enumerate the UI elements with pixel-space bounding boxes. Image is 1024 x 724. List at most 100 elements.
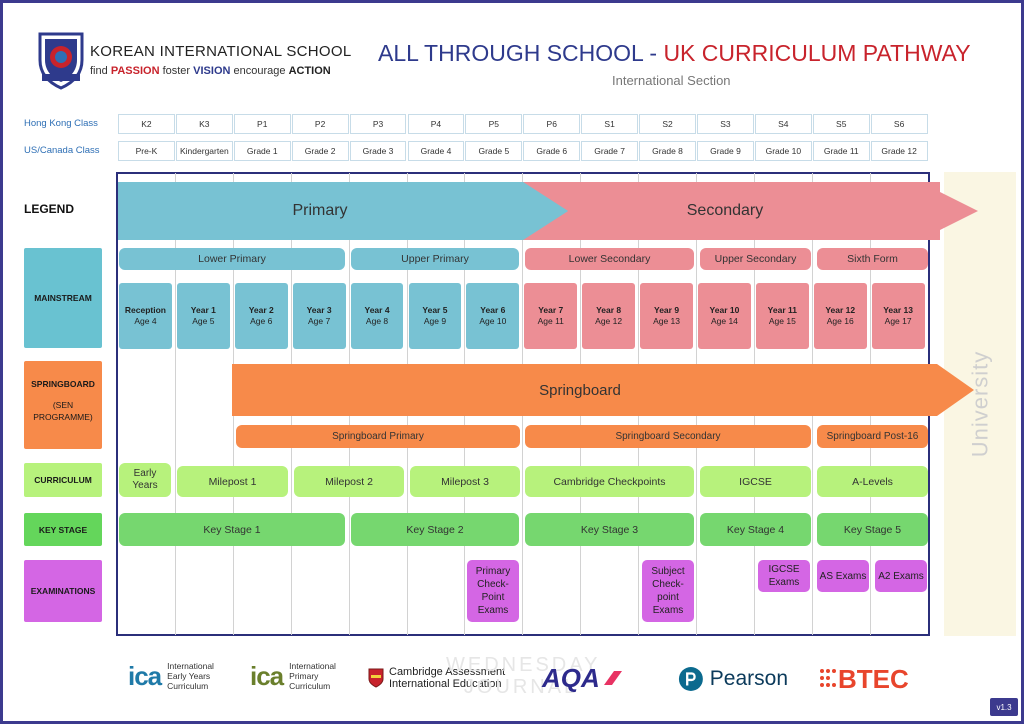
key-stage-3: Key Stage 3 [525,513,694,546]
hk-class-cell-3: P1 [233,114,291,134]
springboard-post-16: Springboard Post-16 [817,425,928,448]
year-box: Year 8 Age 12 [582,283,636,349]
us-class-cell-8: Grade 6 [523,141,581,161]
year-name: Year 7 [538,305,564,315]
springboard-band-label: Springboard [539,381,621,399]
year-age: Age 11 [537,316,564,326]
curriculum-milepost-3: Milepost 3 [410,466,520,497]
btec-text: BTEC [838,663,909,694]
us-class-cell-7: Grade 5 [465,141,523,161]
year-box: Year 5 Age 9 [408,283,462,349]
us-class-cell-5: Grade 3 [349,141,407,161]
us-class-cell-2: Kindergarten [175,141,233,161]
year-age: Age 12 [595,316,623,326]
curriculum-cambridge-checkpoints: Cambridge Checkpoints [525,466,694,497]
year-name: Year 5 [422,305,448,315]
cambridge-line2: International Education [389,678,502,690]
year-name: Year 6 [480,305,506,315]
springboard-secondary: Springboard Secondary [525,425,811,448]
key-stage-1: Key Stage 1 [119,513,345,546]
exam-as: AS Exams [817,560,869,592]
year-box: Year 3 Age 7 [292,283,346,349]
curriculum-igcse: IGCSE [700,466,811,497]
year-box: Year 4 Age 8 [350,283,404,349]
ica-primary-mark: ica [250,660,284,691]
cambridge-line1: Cambridge Assessment [389,666,506,678]
year-age: Age 9 [423,316,447,326]
curriculum-milepost-2: Milepost 2 [294,466,404,497]
legend-curriculum: CURRICULUM [24,463,102,497]
year-box: Year 13 Age 17 [871,283,925,349]
hk-class-cell-14: S6 [870,114,928,134]
hk-class-cell-5: P3 [349,114,407,134]
ica-primary-logo: ica International Primary Curriculum [250,654,350,698]
legend-springboard-label: SPRINGBOARD [31,379,95,389]
primary-band-label: Primary [292,202,348,219]
year-box: Year 2 Age 6 [234,283,288,349]
legend-title: LEGEND [24,202,75,216]
legend-key-stage: KEY STAGE [24,513,102,546]
year-age: Age 5 [192,316,215,326]
year-age: Age 13 [653,316,681,326]
year-age: Age 14 [710,316,738,326]
btec-dots-icon [820,669,836,687]
hk-class-cell-6: P4 [407,114,465,134]
year-name: Year 12 [825,305,856,315]
year-box: Year 9 Age 13 [640,283,693,349]
cambridge-shield-icon [368,668,384,688]
aqa-logo: AQA [542,660,632,696]
year-name: Reception [124,305,166,315]
year-name: Year 1 [190,305,216,315]
year-name: Year 13 [883,305,914,315]
watermark: WEDNESDAY JOURNAL [446,654,601,698]
school-crest-logo [38,32,84,90]
phase-lower-secondary: Lower Secondary [525,248,694,270]
year-age: Age 15 [768,316,796,326]
phase-lower-primary: Lower Primary [119,248,345,270]
legend-springboard-sub: (SEN PROGRAMME) [33,400,93,422]
us-class-cell-1: Pre-K [118,141,175,161]
year-box: Year 7 Age 11 [524,283,578,349]
ica-early-years-mark: ica [128,660,162,691]
pearson-text: Pearson [709,667,788,690]
springboard-band [232,364,974,416]
year-box: Reception Age 4 [119,283,172,349]
year-box: Year 12 Age 16 [813,283,867,349]
ica-early-years-logo: ica International Early Years Curriculum [128,654,228,698]
year-box: Year 10 Age 14 [698,283,751,349]
springboard-primary: Springboard Primary [236,425,520,448]
exam-a2: A2 Exams [875,560,927,592]
year-age: Age 8 [365,316,389,326]
university-column: University [944,172,1016,636]
watermark-line1: WEDNESDAY [446,654,601,676]
hk-class-cell-4: P2 [291,114,349,134]
aqa-flag-icon [603,671,622,685]
year-age: Age 10 [479,316,507,326]
us-class-cell-9: Grade 7 [581,141,639,161]
year-name: Year 8 [596,305,622,315]
year-age: Age 4 [134,316,157,326]
key-stage-4: Key Stage 4 [700,513,811,546]
year-name: Year 3 [306,305,332,315]
curriculum-early-years: Early Years [119,463,171,497]
legend-examinations: EXAMINATIONS [24,560,102,622]
year-age: Age 17 [884,316,912,326]
page-title: ALL THROUGH SCHOOL - UK CURRICULUM PATHW… [378,40,971,66]
version-badge: v1.3 [990,698,1018,716]
phase-sixth-form: Sixth Form [817,248,928,270]
primary-band [118,182,568,240]
us-class-cell-10: Grade 8 [639,141,696,161]
year-age: Age 7 [308,316,331,326]
us-class-cell-14: Grade 12 [870,141,928,161]
us-class-cell-3: Grade 1 [233,141,291,161]
hk-class-cell-9: S1 [581,114,639,134]
us-class-cell-4: Grade 2 [291,141,349,161]
column-divider [175,173,176,635]
phase-upper-primary: Upper Primary [351,248,519,270]
school-name: KOREAN INTERNATIONAL SCHOOL [90,43,352,60]
hk-class-cell-2: K3 [175,114,233,134]
year-name: Year 11 [767,305,797,315]
hk-class-cell-12: S4 [754,114,812,134]
legend-mainstream: MAINSTREAM [24,248,102,348]
